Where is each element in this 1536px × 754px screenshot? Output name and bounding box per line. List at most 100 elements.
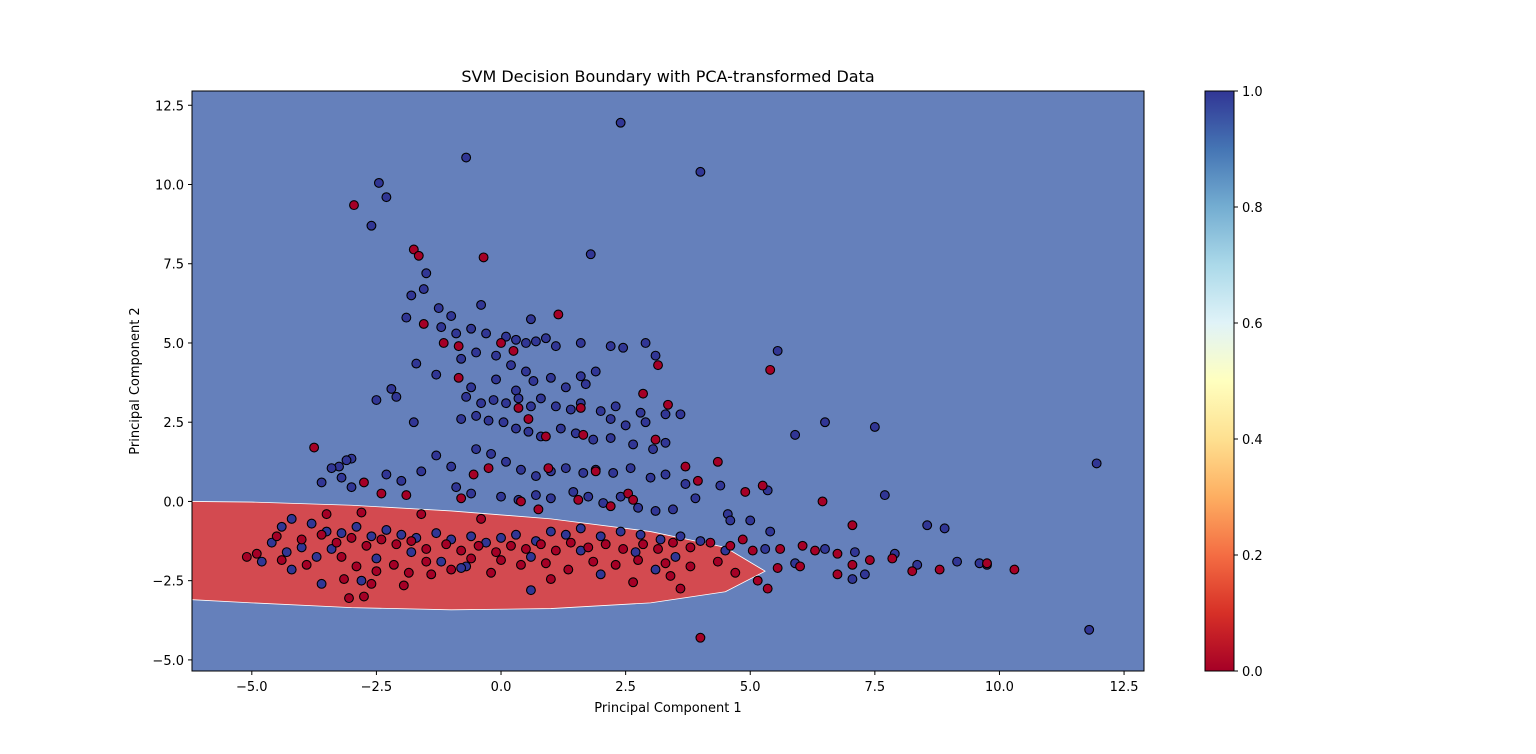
data-point-class-1 <box>545 526 556 537</box>
data-point-class-0 <box>349 200 359 211</box>
data-point-class-0 <box>359 591 369 602</box>
data-point-class-0 <box>887 553 898 564</box>
data-point-class-1 <box>513 393 524 404</box>
data-point-class-0 <box>934 564 945 575</box>
colorbar: 0.0 0.2 0.4 0.6 0.8 1.0 <box>1204 85 1263 680</box>
colorbar-tick-label: 0.8 <box>1242 201 1263 216</box>
data-point-class-0 <box>401 490 412 501</box>
data-point-class-1 <box>952 556 963 567</box>
data-point-class-1 <box>640 338 651 348</box>
data-point-class-1 <box>618 342 629 353</box>
data-point-class-0 <box>506 540 516 551</box>
data-point-class-1 <box>820 417 830 428</box>
data-point-class-0 <box>864 555 875 566</box>
data-point-class-1 <box>530 336 541 347</box>
data-point-class-0 <box>638 539 649 550</box>
data-point-class-1 <box>436 556 447 567</box>
data-point-class-0 <box>456 545 467 556</box>
data-point-class-0 <box>406 536 417 547</box>
y-tick-label: 2.5 <box>163 416 184 431</box>
data-point-class-0 <box>982 558 992 569</box>
data-point-class-0 <box>540 431 551 442</box>
data-point-class-0 <box>496 555 506 566</box>
data-point-class-1 <box>491 374 501 385</box>
data-point-class-0 <box>543 463 554 474</box>
colorbar-tick-label: 0.0 <box>1242 665 1263 680</box>
data-point-class-1 <box>525 585 536 596</box>
data-point-class-1 <box>511 423 521 434</box>
data-point-class-1 <box>431 369 442 380</box>
data-point-class-0 <box>376 488 387 499</box>
data-point-class-0 <box>346 532 357 543</box>
data-point-class-0 <box>653 544 663 554</box>
data-point-class-0 <box>339 574 349 585</box>
data-point-class-0 <box>817 496 828 507</box>
data-point-class-1 <box>545 493 556 504</box>
data-point-class-1 <box>668 504 678 515</box>
data-point-class-1 <box>633 502 644 513</box>
data-point-class-0 <box>550 545 561 556</box>
data-point-class-1 <box>433 303 444 314</box>
data-point-class-1 <box>660 409 671 420</box>
data-point-class-1 <box>471 347 482 358</box>
data-point-class-1 <box>466 531 477 542</box>
data-point-class-1 <box>366 531 377 542</box>
plot-area <box>191 90 1145 672</box>
data-point-class-1 <box>461 152 472 163</box>
data-point-class-1 <box>695 536 706 547</box>
data-point-class-1 <box>545 372 556 383</box>
data-point-class-0 <box>600 539 611 550</box>
data-point-class-0 <box>633 555 644 566</box>
data-point-class-1 <box>550 341 561 352</box>
y-tick-label: 12.5 <box>155 99 184 114</box>
colorbar-tick-label: 1.0 <box>1242 85 1263 100</box>
data-point-class-1 <box>847 574 858 585</box>
data-point-class-0 <box>553 309 564 320</box>
plot-frame <box>191 90 1145 672</box>
colorbar-tick-label: 0.4 <box>1242 433 1263 448</box>
data-point-class-1 <box>648 444 658 455</box>
data-point-class-1 <box>276 521 287 532</box>
data-point-class-1 <box>408 417 419 428</box>
data-point-class-1 <box>565 404 576 415</box>
data-point-class-0 <box>797 540 808 551</box>
data-point-class-1 <box>511 334 521 345</box>
data-point-class-1 <box>506 360 516 371</box>
data-point-class-1 <box>650 564 661 575</box>
data-point-class-1 <box>550 401 561 412</box>
data-point-class-1 <box>680 479 691 489</box>
data-point-class-1 <box>311 551 322 562</box>
data-point-class-1 <box>849 547 860 558</box>
data-point-class-1 <box>501 456 511 467</box>
data-point-class-0 <box>565 537 576 548</box>
data-point-class-0 <box>413 250 424 261</box>
data-point-class-1 <box>560 463 571 474</box>
data-point-class-1 <box>1084 624 1095 635</box>
data-point-class-1 <box>483 415 494 426</box>
data-point-class-0 <box>563 564 574 575</box>
data-point-class-0 <box>316 529 327 540</box>
data-point-class-0 <box>628 577 639 588</box>
data-point-class-0 <box>628 494 639 505</box>
data-point-class-1 <box>525 401 536 412</box>
data-point-class-1 <box>396 529 407 540</box>
data-point-class-1 <box>476 299 487 310</box>
data-point-class-1 <box>725 515 736 526</box>
data-point-class-0 <box>476 513 487 524</box>
data-point-class-1 <box>486 448 497 459</box>
data-point-class-0 <box>847 559 858 570</box>
data-point-class-0 <box>391 539 402 550</box>
data-point-class-0 <box>513 402 524 413</box>
data-point-class-0 <box>605 501 616 512</box>
data-point-class-1 <box>496 532 506 543</box>
data-point-class-1 <box>605 414 616 424</box>
data-point-class-1 <box>528 376 539 386</box>
x-tick-label: 0.0 <box>491 680 512 695</box>
data-point-class-1 <box>560 382 571 393</box>
data-point-class-0 <box>321 509 332 520</box>
data-point-class-0 <box>351 561 362 572</box>
data-point-class-1 <box>670 551 681 562</box>
data-point-class-0 <box>496 338 506 348</box>
data-point-class-1 <box>431 528 442 539</box>
data-point-class-1 <box>406 547 417 558</box>
